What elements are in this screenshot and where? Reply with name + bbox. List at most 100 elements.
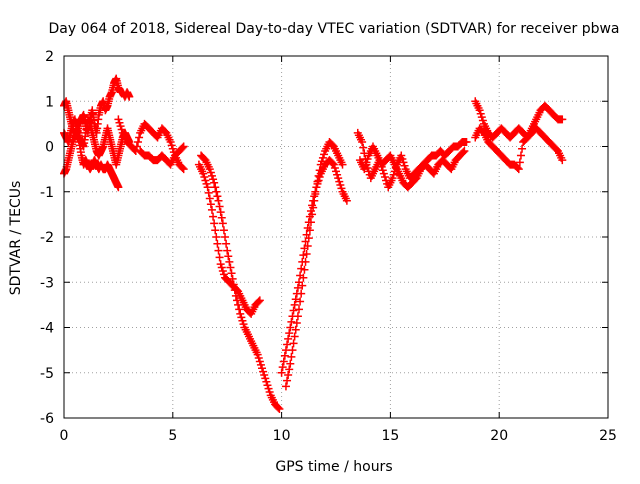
data-point-marker [296,297,305,306]
data-point-marker [178,163,187,172]
data-point-marker [314,171,323,180]
data-point-marker [288,346,297,355]
grid-lines [64,56,608,418]
data-point-marker [297,289,306,298]
data-point-marker [289,339,298,348]
data-point-marker [302,249,311,258]
x-tick-label: 0 [60,428,69,444]
data-point-marker [213,192,222,201]
x-tick-label: 20 [490,428,508,444]
data-point-marker [283,340,292,349]
data-point-marker [293,283,302,292]
series-2 [60,115,134,169]
x-tick-label: 10 [273,428,291,444]
data-point-marker [211,183,220,192]
y-tick-label: 0 [45,140,54,156]
y-tick-label: -1 [40,185,54,201]
data-points [60,74,567,413]
data-point-marker [462,137,471,146]
data-point-marker [204,188,213,197]
data-point-marker [133,137,142,146]
data-point-marker [179,165,188,174]
data-point-marker [217,213,226,222]
data-point-marker [278,363,287,372]
data-point-marker [460,147,469,156]
data-point-marker [178,143,187,152]
data-point-marker [206,200,215,209]
data-point-marker [274,403,283,412]
data-point-marker [224,252,233,261]
data-point-marker [210,178,219,187]
y-tick-label: -4 [40,321,54,337]
data-point-marker [125,92,134,101]
data-point-marker [222,239,231,248]
x-axis-label: GPS time / hours [275,459,392,475]
data-point-marker [300,265,309,274]
data-point-marker [132,142,141,151]
data-point-marker [305,226,314,235]
data-point-marker [312,183,321,192]
data-point-marker [209,212,218,221]
x-tick-label: 15 [381,428,399,444]
data-point-marker [210,219,219,228]
data-point-marker [214,246,223,255]
data-point-marker [558,156,567,165]
data-point-marker [306,218,315,227]
y-tick-label: -5 [40,366,54,382]
data-point-marker [292,318,301,327]
data-point-marker [235,305,244,314]
series-7 [194,160,264,318]
data-point-marker [255,296,264,305]
data-point-marker [226,263,235,272]
data-point-marker [299,273,308,282]
data-point-marker [218,219,227,228]
series-12 [471,97,567,142]
series-13 [471,124,567,174]
y-tick-label: 1 [45,94,54,110]
series-5 [136,142,188,169]
y-tick-label: -3 [40,275,54,291]
data-point-marker [328,159,337,168]
series-11 [355,142,469,192]
data-point-marker [212,233,221,241]
data-point-marker [311,190,320,199]
x-tick-label: 5 [168,428,177,444]
data-point-marker [219,226,228,235]
data-point-marker [359,143,368,152]
data-point-marker [225,257,234,266]
data-point-marker [310,196,319,205]
data-point-marker [114,183,123,192]
data-point-marker [281,382,290,391]
data-point-marker [309,203,318,212]
data-point-marker [179,142,188,151]
data-point-marker [342,196,351,205]
data-point-marker [301,257,310,266]
y-tick-label: -2 [40,230,54,246]
data-point-marker [290,332,299,341]
data-point-marker [211,226,220,235]
data-point-marker [215,202,224,211]
data-point-marker [277,368,286,377]
data-point-marker [207,205,216,214]
data-point-marker [516,151,525,160]
data-point-marker [135,133,144,142]
data-point-marker [205,194,214,203]
data-point-marker [513,163,522,172]
data-point-marker [358,137,367,146]
data-point-marker [280,351,289,360]
data-point-marker [285,365,294,374]
data-point-marker [315,166,324,175]
data-point-marker [285,329,294,338]
series-4 [114,115,188,174]
data-point-marker [295,305,304,314]
data-point-marker [313,177,322,186]
data-point-marker [289,306,298,315]
plot-frame [63,55,609,419]
data-point-marker [227,269,236,278]
chart-title: Day 064 of 2018, Sidereal Day-to-day VTE… [48,21,619,37]
data-point-marker [287,317,296,326]
data-point-marker [212,187,221,196]
